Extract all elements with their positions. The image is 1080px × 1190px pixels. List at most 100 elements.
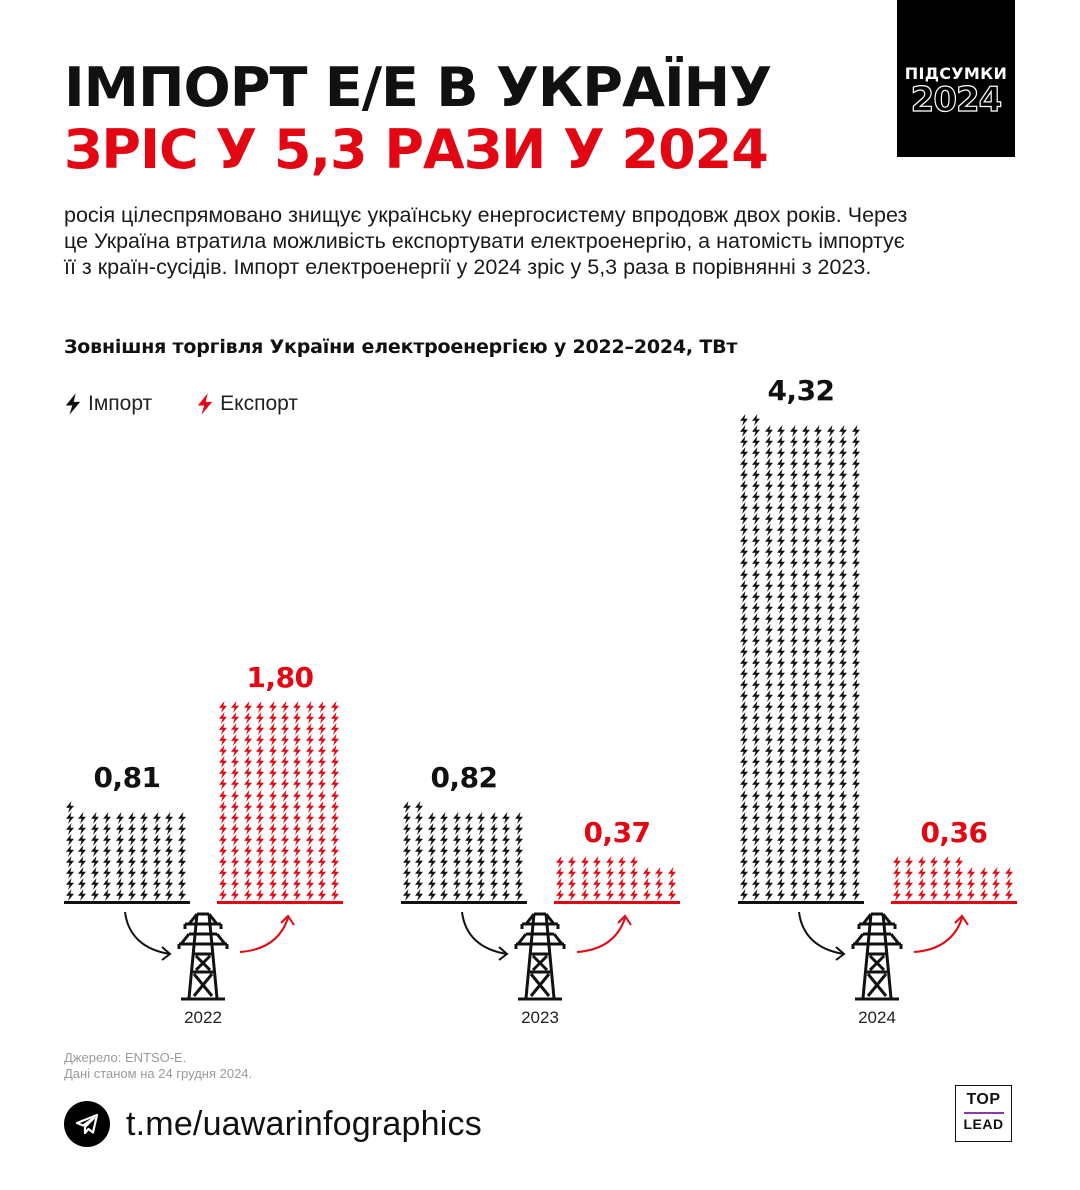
lightning-bolt-icon <box>318 811 327 824</box>
lightning-bolt-icon <box>140 833 149 846</box>
lightning-bolt-icon <box>403 888 411 901</box>
lightning-bolt-icon <box>789 579 798 592</box>
lightning-bolt-icon <box>305 855 314 868</box>
lightning-bolt-icon <box>839 634 848 647</box>
lightning-bolt-icon <box>219 745 227 758</box>
lightning-bolt-icon <box>427 866 436 879</box>
lightning-bolt-icon <box>777 877 786 890</box>
lightning-bolt-icon <box>593 877 602 890</box>
lightning-bolt-icon <box>231 745 240 758</box>
lightning-bolt-icon <box>293 701 302 714</box>
import-value-2024: 4,32 <box>767 373 835 407</box>
lightning-bolt-icon <box>839 446 848 459</box>
lightning-bolt-icon <box>764 800 773 813</box>
lightning-bolt-icon <box>256 712 265 725</box>
lightning-bolt-icon <box>851 579 860 592</box>
lightning-bolt-icon <box>78 855 87 868</box>
flow-arrows <box>798 911 969 961</box>
lightning-bolt-icon <box>318 756 327 769</box>
lightning-bolt-icon <box>115 822 124 835</box>
lightning-bolt-icon <box>764 778 773 791</box>
lightning-bolt-icon <box>851 690 860 703</box>
export-baseline-2022 <box>217 901 343 904</box>
lightning-bolt-icon <box>415 811 424 824</box>
lightning-bolt-icon <box>305 844 314 857</box>
lightning-bolt-icon <box>140 877 149 890</box>
lightning-bolt-icon <box>667 866 676 879</box>
lightning-bolt-icon <box>752 888 761 901</box>
lightning-bolt-icon <box>752 767 761 780</box>
lightning-bolt-icon <box>293 811 302 824</box>
lightning-bolt-icon <box>165 833 174 846</box>
lightning-bolt-icon <box>851 524 860 537</box>
lightning-bolt-icon <box>826 502 835 515</box>
lightning-bolt-icon <box>777 469 786 482</box>
lightning-bolt-icon <box>851 590 860 603</box>
lightning-bolt-icon <box>814 690 823 703</box>
lightning-bolt-icon <box>777 656 786 669</box>
lightning-bolt-icon <box>851 789 860 802</box>
lightning-bolt-icon <box>440 833 449 846</box>
lightning-bolt-icon <box>243 723 252 736</box>
lightning-bolt-icon <box>293 745 302 758</box>
lightning-bolt-icon <box>839 734 848 747</box>
export-baseline-2023 <box>554 901 680 904</box>
lightning-bolt-icon <box>268 701 277 714</box>
lightning-bolt-icon <box>777 712 786 725</box>
lightning-bolt-icon <box>90 844 99 857</box>
lightning-bolt-icon <box>814 524 823 537</box>
lightning-bolt-icon <box>839 811 848 824</box>
lightning-bolt-icon <box>318 888 327 901</box>
lightning-bolt-icon <box>256 701 265 714</box>
lightning-bolt-icon <box>752 855 761 868</box>
power-tower-icon <box>851 912 903 1001</box>
lightning-bolt-icon <box>979 866 988 879</box>
lightning-bolt-icon <box>764 667 773 680</box>
lightning-bolt-icon <box>642 888 651 901</box>
lightning-bolt-icon <box>219 756 227 769</box>
lightning-bolt-icon <box>318 767 327 780</box>
lightning-bolt-icon <box>219 844 227 857</box>
lightning-bolt-icon <box>115 866 124 879</box>
lightning-bolt-icon <box>514 888 523 901</box>
lightning-bolt-icon <box>1004 866 1013 879</box>
lightning-bolt-icon <box>802 634 810 647</box>
telegram-link[interactable]: t.me/uawarinfographics <box>64 1101 482 1147</box>
lightning-bolt-icon <box>814 546 823 559</box>
lightning-bolt-icon <box>281 701 289 714</box>
lightning-bolt-icon <box>839 800 848 813</box>
import-arrow-icon <box>124 911 171 955</box>
export-baseline-2024 <box>891 901 1017 904</box>
lightning-bolt-icon <box>839 767 848 780</box>
lightning-bolt-icon <box>789 601 798 614</box>
lightning-bolt-icon <box>231 789 240 802</box>
lightning-bolt-icon <box>655 866 664 879</box>
lightning-bolt-icon <box>655 888 664 901</box>
lightning-bolt-icon <box>293 844 302 857</box>
lightning-bolt-icon <box>789 778 798 791</box>
lightning-bolt-icon <box>789 723 798 736</box>
lightning-bolt-icon <box>281 833 289 846</box>
lightning-bolt-icon <box>243 767 252 780</box>
lightning-bolt-icon <box>851 645 860 658</box>
lightning-bolt-icon <box>140 811 149 824</box>
lightning-bolt-icon <box>777 491 786 504</box>
lightning-bolt-icon <box>930 866 939 879</box>
lightning-bolt-icon <box>802 734 810 747</box>
lightning-bolt-icon <box>839 822 848 835</box>
lightning-bolt-icon <box>802 601 810 614</box>
telegram-url[interactable]: t.me/uawarinfographics <box>126 1104 482 1143</box>
lightning-bolt-icon <box>293 789 302 802</box>
lightning-bolt-icon <box>789 800 798 813</box>
lightning-bolt-icon <box>893 877 901 890</box>
lightning-bolt-icon <box>992 866 1001 879</box>
lightning-bolt-icon <box>826 601 835 614</box>
lightning-bolt-icon <box>740 590 748 603</box>
lightning-bolt-icon <box>839 546 848 559</box>
lightning-bolt-icon <box>427 877 436 890</box>
lightning-bolt-icon <box>789 557 798 570</box>
lightning-bolt-icon <box>403 844 411 857</box>
lightning-bolt-icon <box>752 535 761 548</box>
lightning-bolt-icon <box>826 844 835 857</box>
lightning-bolt-icon <box>802 756 810 769</box>
